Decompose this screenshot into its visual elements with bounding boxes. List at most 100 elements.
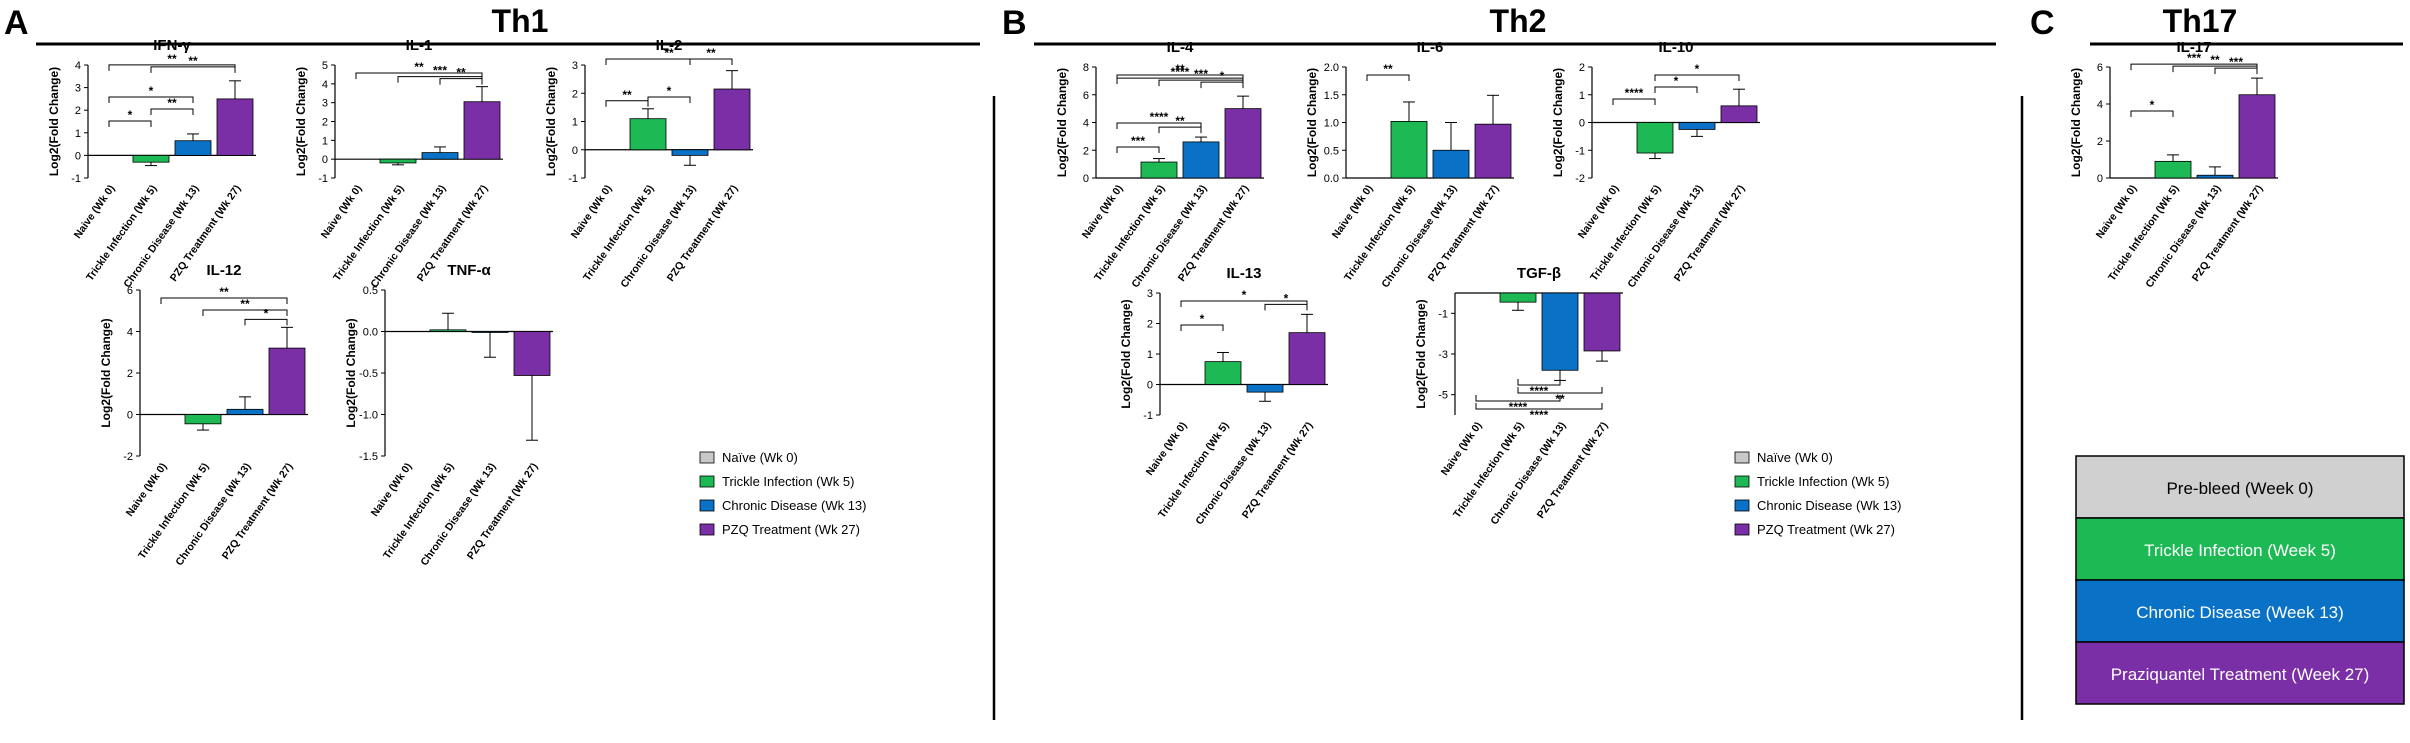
y-tick-label: 1.5 (1324, 90, 1339, 102)
y-tick-label: -2 (123, 451, 133, 463)
y-tick-label: 0 (2097, 173, 2103, 185)
x-tick-label: Trickle Infection (Wk 5) (84, 183, 159, 284)
x-tick-label: PZQ Treatment (Wk 27) (1535, 420, 1611, 521)
bar-chronic (1182, 141, 1220, 179)
y-tick-label: -1 (1438, 308, 1448, 320)
significance-label: **** (1150, 110, 1169, 124)
legend-swatch-chronic (1734, 499, 1750, 512)
x-tick-label: PZQ Treatment (Wk 27) (1672, 183, 1748, 284)
y-tick-label: 2 (1147, 319, 1153, 331)
chart-title: IL-1 (406, 37, 433, 54)
x-tick-label: Trickle Infection (Wk 5) (381, 461, 456, 562)
bar-chronic (174, 140, 212, 156)
significance-label: **** (1171, 65, 1190, 79)
bar-pzq (1720, 105, 1758, 123)
y-axis-label: Log2(Fold Change) (2069, 68, 2083, 177)
x-tick-label: Trickle Infection (Wk 5) (1588, 183, 1663, 284)
chart-title: TGF-β (1517, 265, 1561, 282)
significance-label: * (1674, 74, 1679, 88)
significance-label: ** (219, 285, 229, 299)
y-axis-label: Log2(Fold Change) (47, 67, 61, 176)
y-tick-label: 3 (1147, 288, 1153, 300)
legend-th1: Naïve (Wk 0) Trickle Infection (Wk 5) Ch… (699, 450, 867, 537)
significance-label: ** (622, 88, 632, 102)
x-tick-label: Chronic Disease (Wk 13) (1488, 420, 1568, 527)
y-tick-label: 2 (1083, 145, 1089, 157)
x-tick-label: Chronic Disease (Wk 13) (2143, 183, 2223, 290)
significance-label: **** (1530, 384, 1549, 398)
y-tick-label: 0 (75, 150, 81, 162)
timeline-label-pzq: Praziquantel Treatment (Week 27) (2111, 665, 2370, 684)
bar-pzq (713, 88, 751, 151)
x-tick-label: PZQ Treatment (Wk 27) (665, 183, 741, 284)
significance-label: * (667, 84, 672, 98)
y-axis-label: Log2(Fold Change) (294, 67, 308, 176)
bar-pzq (513, 331, 551, 376)
panel-letter-c: C (2030, 4, 2055, 42)
bar-chronic (1246, 384, 1284, 393)
timeline-label-trickle: Trickle Infection (Week 5) (2144, 541, 2336, 560)
section-title-th1: Th1 (492, 3, 549, 39)
significance-bracket (2130, 63, 2258, 71)
significance-label: ** (664, 46, 674, 60)
bar-pzq (268, 347, 306, 415)
legend-swatch-naive (699, 451, 715, 464)
significance-label: * (1695, 62, 1700, 76)
y-tick-label: 6 (2097, 62, 2103, 74)
y-tick-label: -0.5 (359, 368, 378, 380)
y-tick-label: 2 (127, 368, 133, 380)
y-tick-label: 0 (322, 154, 328, 166)
chart-title: IL-6 (1417, 39, 1444, 56)
bar-pzq (1474, 123, 1512, 179)
x-tick-label: Naive (Wk 0) (569, 183, 615, 241)
significance-bracket (2130, 110, 2174, 117)
x-tick-label: Chronic Disease (Wk 13) (1193, 420, 1273, 527)
y-tick-label: 0.5 (1324, 145, 1339, 157)
chart-tnf-: TNF-α -1.5 -1.0 -0.5 0.0 0.5 Log2(Fold Change)… (344, 262, 553, 568)
y-tick-label: 0.5 (363, 285, 378, 297)
section-title-th17: Th17 (2163, 3, 2238, 39)
y-axis-label: Log2(Fold Change) (1055, 68, 1069, 177)
bar-chronic (1432, 149, 1470, 179)
x-tick-label: Naive (Wk 0) (1080, 183, 1126, 241)
y-tick-label: -1 (318, 173, 328, 185)
bar-trickle (1204, 361, 1242, 385)
significance-bracket (202, 309, 288, 316)
y-tick-label: 1.0 (1324, 118, 1339, 130)
significance-label: *** (1194, 67, 1208, 81)
legend-label-naive: Naïve (Wk 0) (722, 450, 798, 465)
chart-title: TNF-α (447, 262, 491, 279)
section-title-th2: Th2 (1490, 3, 1547, 39)
significance-label: * (2150, 98, 2155, 112)
chart-il-12: IL-12 -2 0 2 4 6 Log2(Fold Change) Naive (Wk 0)… (99, 262, 308, 568)
significance-label: ** (1383, 62, 1393, 76)
chart-title: IL-10 (1658, 39, 1693, 56)
significance-label: * (1284, 291, 1289, 305)
x-tick-label: PZQ Treatment (Wk 27) (2190, 183, 2266, 284)
significance-bracket (1116, 146, 1160, 153)
bar-trickle (379, 158, 417, 164)
x-tick-label: Chronic Disease (Wk 13) (173, 461, 253, 568)
legend-label-naive: Naïve (Wk 0) (1757, 450, 1833, 465)
legend-label-chronic: Chronic Disease (Wk 13) (1757, 498, 1902, 513)
significance-bracket (244, 318, 288, 326)
charts-layer: IFN-γ -1 0 1 2 3 4 Log2(Fold Change) Naive (Wk 0… (47, 37, 2278, 568)
x-tick-label: Naive (Wk 0) (2094, 183, 2140, 241)
y-axis-label: Log2(Fold Change) (1119, 299, 1133, 408)
legend-label-trickle: Trickle Infection (Wk 5) (1757, 474, 1889, 489)
x-tick-label: Naive (Wk 0) (124, 461, 170, 519)
y-tick-label: 1 (1147, 349, 1153, 361)
y-tick-label: 2.0 (1324, 62, 1339, 74)
significance-label: ** (167, 96, 177, 110)
y-tick-label: -1 (1575, 145, 1585, 157)
legend-label-pzq: PZQ Treatment (Wk 27) (1757, 522, 1895, 537)
y-tick-label: -2 (1575, 173, 1585, 185)
significance-bracket (605, 100, 649, 107)
x-tick-label: Chronic Disease (Wk 13) (121, 183, 201, 290)
chart-il-13: IL-13 -1 0 1 2 3 Log2(Fold Change) Naive (Wk 0)… (1119, 265, 1328, 527)
bar-trickle (1636, 122, 1674, 154)
y-tick-label: -1 (1143, 410, 1153, 422)
significance-label: ** (706, 46, 716, 60)
timeline-label-chronic: Chronic Disease (Week 13) (2136, 603, 2344, 622)
bar-chronic (1541, 292, 1579, 371)
